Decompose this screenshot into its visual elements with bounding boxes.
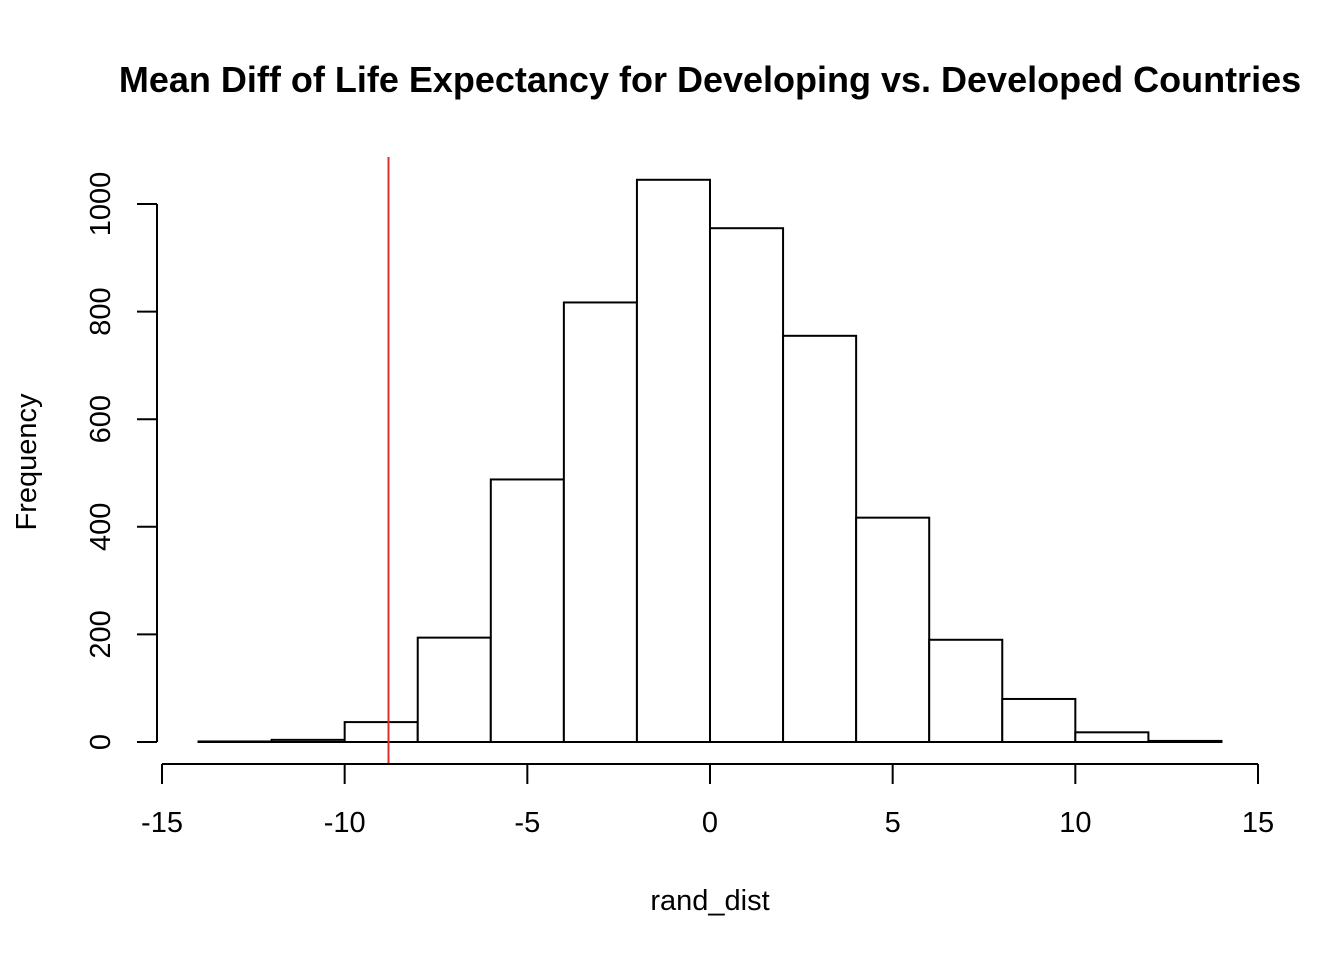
x-tick-label: -5 [514,807,540,839]
histogram-bar [1001,697,1077,744]
y-tick-label: 800 [85,287,117,335]
x-tick-label: -15 [141,807,183,839]
y-axis-label: Frequency [11,393,43,531]
histogram-bar [1147,739,1223,744]
histogram-bar [782,334,858,743]
x-tick-label: 15 [1242,807,1274,839]
x-tick-label: 10 [1059,807,1091,839]
y-tick-label: 0 [85,734,117,750]
chart-title: Mean Diff of Life Expectancy for Develop… [119,59,1301,100]
x-tick-label: 5 [885,807,901,839]
histogram-bar [1074,731,1150,743]
histogram-bar [562,301,638,743]
y-tick-label: 400 [85,503,117,551]
histogram-bars [197,178,1223,744]
y-axis: 0 200 400 600 800 1000 [85,172,158,750]
histogram-bar [197,740,273,743]
histogram-bar [635,178,712,744]
histogram-bar [270,738,346,744]
x-tick-label: -10 [324,807,366,839]
histogram-bar [709,227,785,743]
y-tick-label: 1000 [85,172,117,237]
x-axis: -15 -10 -5 0 5 10 15 [141,763,1274,839]
y-tick-label: 600 [85,395,117,443]
histogram-bar [489,478,565,743]
histogram-bar [855,516,931,743]
y-tick-label: 200 [85,610,117,658]
histogram-bar [343,721,419,743]
x-axis-label: rand_dist [650,885,769,917]
x-tick-label: 0 [702,807,718,839]
histogram-bar [416,636,492,743]
histogram-bar [928,638,1004,744]
